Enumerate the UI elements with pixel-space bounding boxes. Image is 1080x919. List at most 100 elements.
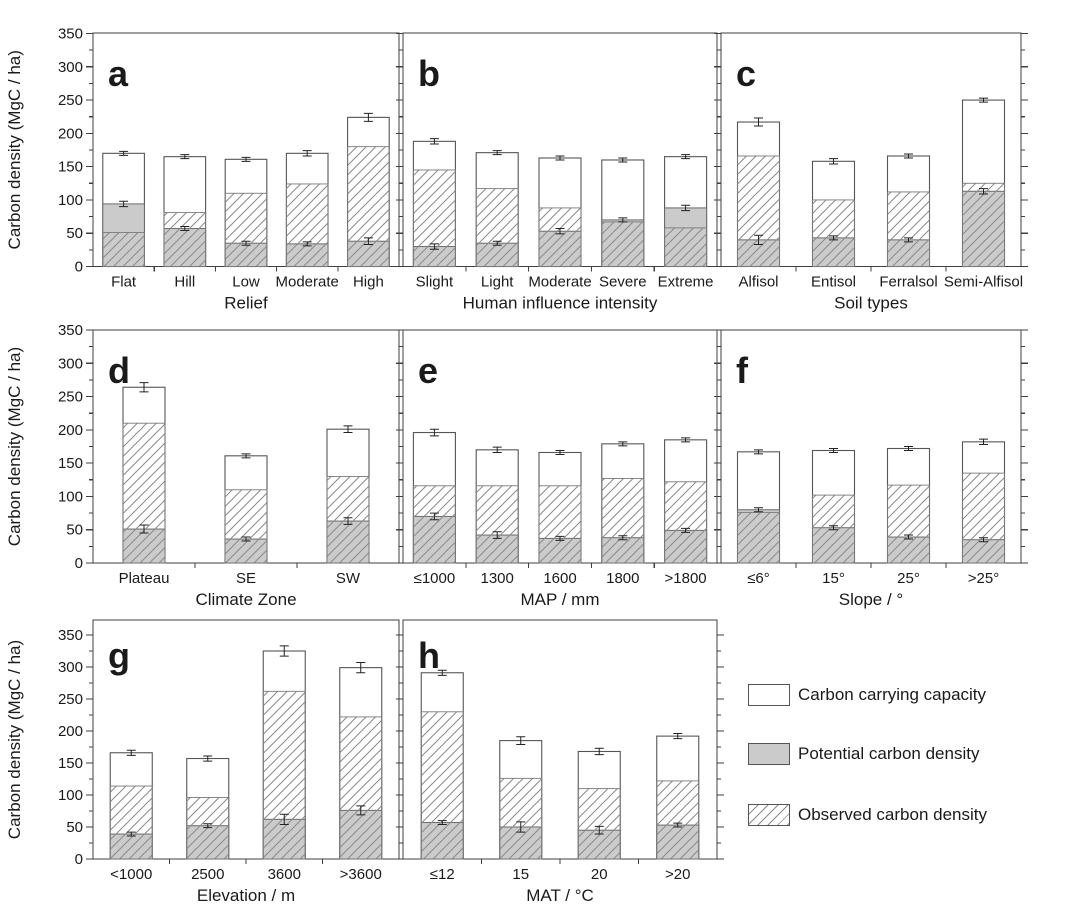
error-bar-potential: [126, 831, 136, 837]
bar-observed: [887, 191, 930, 267]
category-label: 15°: [822, 570, 845, 587]
error-bar-potential: [429, 243, 439, 250]
y-tick-label: 50: [66, 522, 83, 539]
y-tick-label: 350: [58, 322, 83, 339]
bar-observed: [412, 485, 456, 564]
error-bar-capacity: [904, 446, 913, 451]
error-bar-potential: [279, 813, 289, 825]
error-bar-potential: [241, 536, 251, 542]
error-bar-capacity: [343, 425, 353, 434]
bar-observed: [412, 169, 456, 267]
error-bar-capacity: [594, 747, 604, 756]
bar-observed: [538, 207, 582, 267]
y-tick-label: 50: [66, 819, 83, 836]
bar-observed: [962, 182, 1005, 267]
bar-observed: [224, 192, 268, 267]
category-label: High: [353, 274, 384, 291]
y-tick-label: 0: [75, 555, 83, 572]
category-label: >1800: [665, 570, 707, 587]
category-label: Low: [232, 274, 260, 291]
bar-group-e-3: [601, 441, 645, 564]
error-bar-capacity: [979, 438, 988, 446]
error-bar-potential: [904, 237, 913, 243]
category-label: ≤1000: [414, 570, 456, 587]
category-label: ≤6°: [747, 570, 770, 587]
error-bar-capacity: [618, 441, 628, 447]
legend-item-observed: Observed carbon density: [748, 804, 987, 826]
error-bar-capacity: [555, 155, 565, 161]
error-bar-capacity: [681, 437, 691, 443]
category-label: Moderate: [528, 274, 591, 291]
bar-group-e-2: [538, 449, 582, 564]
error-bar-potential: [594, 825, 604, 835]
error-bar-capacity: [516, 736, 526, 745]
bar-group-a-3: [285, 150, 329, 268]
bar-group-c-3: [961, 97, 1006, 268]
category-label: Severe: [599, 274, 647, 291]
error-bar-potential: [516, 821, 526, 833]
bar-group-b-2: [538, 155, 582, 268]
bar-group-a-0: [102, 150, 145, 268]
bar-group-a-2: [224, 156, 268, 268]
bar-group-e-1: [475, 446, 519, 564]
bar-observed: [475, 188, 519, 267]
category-label: SW: [336, 570, 361, 587]
y-tick-label: 300: [58, 659, 83, 676]
error-bar-potential: [829, 235, 838, 241]
bar-observed: [475, 485, 519, 564]
x-axis-title: Slope / °: [839, 590, 903, 609]
bar-observed: [285, 183, 329, 267]
bar-group-h-3: [656, 733, 700, 860]
bar-observed: [186, 797, 230, 860]
panel-b: Slight Light Moderate Severe Extreme b Human i…: [396, 32, 718, 313]
category-label: Semi-Alfisol: [944, 274, 1023, 291]
bar-group-e-4: [664, 437, 708, 564]
bar-observed: [737, 155, 780, 267]
error-bar-potential: [343, 517, 353, 525]
error-bar-capacity: [302, 150, 312, 157]
panel-letter: e: [418, 350, 438, 391]
bar-observed: [656, 780, 700, 860]
error-bar-potential: [979, 537, 988, 543]
bar-group-h-1: [499, 736, 543, 860]
bar-group-g-2: [262, 645, 306, 860]
panel-letter: c: [736, 53, 756, 94]
y-tick-label: 200: [58, 125, 83, 142]
error-bar-potential: [139, 524, 149, 534]
bar-observed: [737, 511, 780, 564]
error-bar-capacity: [829, 448, 838, 453]
x-axis-title: MAT / °C: [526, 886, 594, 905]
bar-group-d-0: [122, 382, 166, 564]
error-bar-potential: [618, 535, 628, 541]
y-axis-title-row2: Carbon density (MgC / ha): [5, 347, 24, 546]
error-bar-capacity: [241, 156, 251, 162]
category-label: 15: [512, 866, 529, 883]
legend-item-capacity: Carbon carrying capacity: [748, 684, 986, 706]
bar-group-c-0: [736, 117, 781, 268]
error-bar-capacity: [492, 446, 502, 453]
category-label: <1000: [110, 866, 152, 883]
category-label: >20: [665, 866, 690, 883]
category-label: 2500: [191, 866, 224, 883]
error-bar-potential: [119, 200, 129, 208]
legend-item-potential: Potential carbon density: [748, 743, 979, 765]
category-label: Extreme: [658, 274, 714, 291]
panel-a: 0 50 100 150 200 250 300 350 Flat Hill Low Moderate…: [58, 26, 400, 313]
category-label: 1600: [543, 570, 576, 587]
y-tick-label: 250: [58, 92, 83, 109]
y-tick-label: 250: [58, 691, 83, 708]
y-tick-label: 200: [58, 723, 83, 740]
y-tick-label: 250: [58, 389, 83, 406]
x-axis-title: Relief: [224, 294, 268, 313]
bar-observed: [538, 485, 582, 564]
panel-letter: g: [108, 635, 130, 676]
panel-letter: b: [418, 53, 440, 94]
bar-observed: [664, 227, 708, 267]
bar-group-f-0: [736, 449, 781, 564]
category-label: Entisol: [811, 274, 856, 291]
panel-letter: a: [108, 53, 129, 94]
error-bar-potential: [754, 507, 763, 513]
panel-d: 0 50 100 150 200 250 300 350 Plateau SE SW d Climate…: [58, 322, 400, 609]
category-label: Light: [481, 274, 514, 291]
